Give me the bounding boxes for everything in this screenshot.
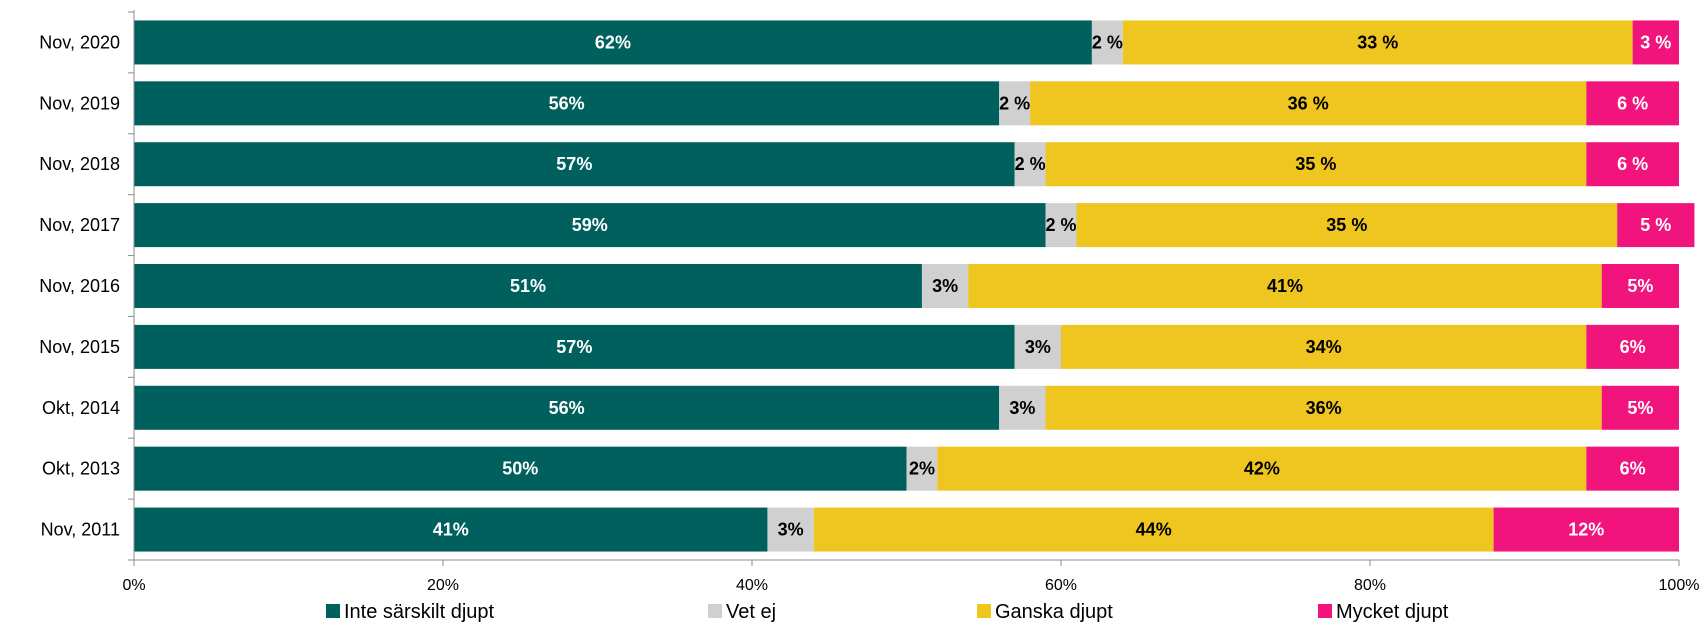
data-label: 3% (932, 276, 958, 296)
category-label: Nov, 2015 (39, 337, 120, 357)
legend-label: Mycket djupt (1336, 601, 1449, 623)
bar-segment-4 (1493, 507, 1679, 552)
bar-segment-4 (1617, 203, 1695, 248)
bar-segment-2 (1091, 20, 1123, 65)
data-label: 6% (1620, 459, 1646, 479)
data-label: 3 % (1640, 32, 1671, 52)
bar-segment-2 (906, 446, 938, 491)
data-label: 41% (433, 520, 469, 540)
data-label: 3% (1025, 337, 1051, 357)
data-label: 44% (1136, 520, 1172, 540)
bar-segment-4 (1586, 324, 1679, 369)
bar-segment-2 (1045, 203, 1077, 248)
data-label: 59% (572, 215, 608, 235)
bar-segment-4 (1586, 81, 1679, 126)
bar-segment-1 (134, 446, 907, 491)
category-label: Okt, 2013 (42, 459, 120, 479)
bar-segment-2 (999, 385, 1046, 430)
data-label: 57% (556, 337, 592, 357)
data-label: 36 % (1288, 93, 1329, 113)
data-label: 62% (595, 32, 631, 52)
category-label: Nov, 2017 (39, 215, 120, 235)
data-label: 36% (1306, 398, 1342, 418)
legend-swatch (1318, 604, 1332, 618)
bar-segment-1 (134, 385, 1000, 430)
data-label: 2 % (999, 93, 1030, 113)
legend-swatch (977, 604, 991, 618)
data-label: 2 % (1092, 32, 1123, 52)
legend-label: Inte särskilt djupt (344, 601, 495, 623)
data-label: 6% (1620, 337, 1646, 357)
data-label: 56% (549, 93, 585, 113)
bar-segment-4 (1601, 264, 1679, 308)
bar-segment-1 (134, 264, 922, 308)
data-label: 3% (778, 520, 804, 540)
data-label: 33 % (1357, 32, 1398, 52)
bar-segment-1 (134, 507, 768, 552)
category-label: Nov, 2011 (41, 520, 120, 540)
bar-segment-2 (999, 81, 1031, 126)
bar-segment-1 (134, 142, 1015, 187)
legend-swatch (326, 604, 340, 618)
data-label: 2 % (1045, 215, 1076, 235)
bar-segment-1 (134, 81, 1000, 126)
bar-segment-2 (1014, 142, 1046, 187)
data-label: 12% (1568, 520, 1604, 540)
x-tick-label: 20% (427, 577, 459, 594)
bar-segment-4 (1586, 446, 1679, 491)
data-label: 34% (1306, 337, 1342, 357)
data-label: 6 % (1617, 93, 1648, 113)
bar-segment-3 (1030, 81, 1587, 126)
category-label: Nov, 2018 (39, 154, 120, 174)
legend-label: Ganska djupt (995, 601, 1113, 623)
data-label: 2 % (1015, 154, 1046, 174)
bar-segment-3 (1045, 385, 1602, 430)
category-label: Nov, 2019 (39, 93, 120, 113)
bar-segment-1 (134, 20, 1092, 65)
data-label: 50% (502, 459, 538, 479)
bar-segment-2 (767, 507, 814, 552)
data-label: 2% (909, 459, 935, 479)
data-label: 35 % (1295, 154, 1336, 174)
category-label: Nov, 2016 (39, 276, 120, 296)
data-label: 41% (1267, 276, 1303, 296)
data-label: 5% (1627, 276, 1653, 296)
bar-segment-3 (1122, 20, 1633, 65)
x-tick-label: 0% (122, 577, 145, 594)
bar-segment-4 (1601, 385, 1679, 430)
bar-segment-3 (1045, 142, 1587, 187)
bar-segment-2 (1014, 324, 1061, 369)
bar-segment-3 (968, 264, 1602, 308)
data-label: 5% (1627, 398, 1653, 418)
data-label: 5 % (1640, 215, 1671, 235)
bar-segment-3 (813, 507, 1494, 552)
data-label: 3% (1009, 398, 1035, 418)
x-tick-label: 60% (1045, 577, 1077, 594)
x-tick-label: 80% (1354, 577, 1386, 594)
bar-segment-1 (134, 324, 1015, 369)
x-tick-label: 40% (736, 577, 768, 594)
data-label: 35 % (1326, 215, 1367, 235)
category-label: Okt, 2014 (42, 398, 120, 418)
bar-segment-4 (1632, 20, 1679, 65)
bar-segment-2 (921, 264, 969, 308)
data-label: 57% (556, 154, 592, 174)
data-label: 6 % (1617, 154, 1648, 174)
x-tick-label: 100% (1659, 577, 1700, 594)
data-label: 51% (510, 276, 546, 296)
bar-segment-3 (1061, 324, 1587, 369)
category-label: Nov, 2020 (39, 32, 120, 52)
bar-segment-3 (937, 446, 1587, 491)
bar-segment-3 (1076, 203, 1618, 248)
data-label: 56% (549, 398, 585, 418)
bar-segment-4 (1586, 142, 1679, 187)
bar-segment-1 (134, 203, 1046, 248)
legend-label: Vet ej (726, 601, 776, 623)
data-label: 42% (1244, 459, 1280, 479)
legend-swatch (708, 604, 722, 618)
